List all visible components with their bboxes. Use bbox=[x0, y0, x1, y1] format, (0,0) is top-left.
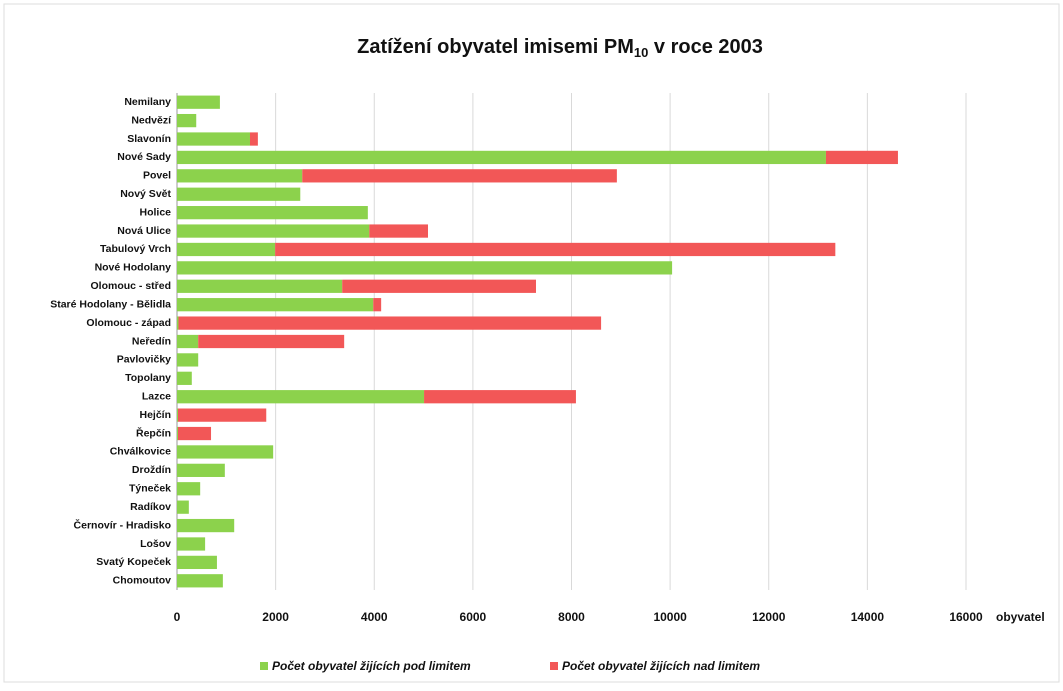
bar-segment bbox=[177, 426, 178, 441]
y-tick-label: Slavonín bbox=[127, 133, 171, 145]
bar-segment bbox=[342, 279, 536, 293]
y-tick-label: Nový Svět bbox=[120, 188, 171, 200]
chart-title: Zatížení obyvatel imisemi PM10 v roce 20… bbox=[357, 36, 763, 60]
bar-segment bbox=[177, 482, 201, 496]
bar-segment bbox=[177, 500, 189, 514]
bar-segment bbox=[177, 537, 206, 551]
bar-segment bbox=[302, 169, 617, 183]
bar-segment bbox=[198, 334, 345, 349]
bar-segment bbox=[177, 463, 225, 477]
bar-segment bbox=[177, 169, 303, 183]
bar-segment bbox=[177, 426, 212, 441]
bar-segment bbox=[177, 316, 179, 330]
x-tick-label: 4000 bbox=[361, 610, 388, 624]
bar-segment bbox=[177, 261, 673, 275]
title-subscript: 10 bbox=[634, 45, 648, 60]
bar-segment bbox=[177, 113, 197, 128]
bar-segment bbox=[177, 224, 370, 238]
bar-segment bbox=[369, 224, 429, 238]
y-tick-label: Chomoutov bbox=[113, 575, 171, 587]
x-tick-label: 12000 bbox=[752, 610, 786, 624]
bar-segment bbox=[177, 518, 235, 533]
y-tick-label: Nové Hodolany bbox=[95, 262, 172, 274]
y-tick-label: Olomouc - západ bbox=[86, 317, 171, 329]
y-tick-label: Lazce bbox=[142, 391, 171, 403]
bar-segment bbox=[177, 334, 199, 349]
bar-segment bbox=[373, 298, 382, 312]
y-tick-label: Svatý Kopeček bbox=[96, 556, 171, 568]
bar-segment bbox=[249, 132, 258, 146]
bar-segment bbox=[177, 187, 301, 201]
bar-segment bbox=[177, 371, 192, 385]
y-tick-label: Hejčín bbox=[139, 409, 171, 421]
y-tick-label: Tabulový Vrch bbox=[100, 243, 171, 255]
bar-segment bbox=[177, 132, 250, 146]
bar-segment bbox=[177, 445, 274, 459]
y-tick-label: Neředín bbox=[132, 335, 171, 347]
bar-segment bbox=[177, 206, 368, 220]
y-tick-label: Chválkovice bbox=[110, 446, 171, 458]
x-tick-label: 6000 bbox=[460, 610, 487, 624]
x-tick-label: 16000 bbox=[949, 610, 983, 624]
title-main: Zatížení obyvatel imisemi PM bbox=[357, 36, 634, 58]
x-tick-label: 0 bbox=[174, 610, 181, 624]
y-tick-label: Nemilany bbox=[124, 96, 171, 108]
bar-segment bbox=[825, 150, 898, 165]
y-tick-label: Olomouc - střed bbox=[90, 280, 171, 292]
y-tick-label: Týneček bbox=[129, 483, 171, 495]
bar-segment bbox=[177, 95, 220, 109]
bar-segment bbox=[177, 298, 374, 312]
y-tick-label: Staré Hodolany - Bělidla bbox=[50, 298, 171, 310]
x-tick-label: 8000 bbox=[558, 610, 585, 624]
bar-segment bbox=[424, 390, 576, 404]
y-tick-label: Nové Sady bbox=[117, 151, 171, 163]
bar-segment bbox=[275, 242, 836, 257]
y-tick-label: Nedvězí bbox=[131, 114, 172, 126]
y-tick-label: Topolany bbox=[125, 372, 171, 384]
legend-swatch bbox=[260, 662, 268, 670]
bar-segment bbox=[177, 408, 267, 422]
bar-segment bbox=[177, 390, 425, 404]
y-tick-label: Nová Ulice bbox=[117, 225, 171, 237]
y-tick-label: Radíkov bbox=[130, 501, 171, 513]
y-tick-label: Černovír - Hradisko bbox=[74, 518, 171, 531]
legend-swatch bbox=[550, 662, 558, 670]
y-tick-label: Droždín bbox=[132, 464, 171, 476]
legend-label: Počet obyvatel žijících nad limitem bbox=[562, 659, 760, 673]
bar-segment bbox=[177, 555, 217, 570]
bar-segment bbox=[177, 408, 178, 422]
bar-segment bbox=[177, 353, 199, 367]
title-suffix: v roce 2003 bbox=[648, 36, 763, 58]
y-tick-label: Holice bbox=[139, 206, 171, 218]
x-tick-label: 10000 bbox=[653, 610, 687, 624]
y-tick-label: Lošov bbox=[140, 538, 171, 550]
y-tick-label: Povel bbox=[143, 170, 171, 182]
bar-segment bbox=[178, 316, 602, 330]
x-tick-label: 2000 bbox=[262, 610, 289, 624]
bar-segment bbox=[177, 150, 826, 165]
legend-label: Počet obyvatel žijících pod limitem bbox=[272, 659, 471, 673]
x-tick-label: 14000 bbox=[851, 610, 885, 624]
bar-segment bbox=[177, 242, 276, 257]
bar-segment bbox=[177, 279, 343, 293]
y-tick-label: Řepčín bbox=[136, 426, 171, 439]
y-tick-label: Pavlovičky bbox=[117, 354, 171, 366]
bar-segment bbox=[177, 574, 223, 588]
x-axis-label: obyvatel bbox=[996, 610, 1045, 624]
